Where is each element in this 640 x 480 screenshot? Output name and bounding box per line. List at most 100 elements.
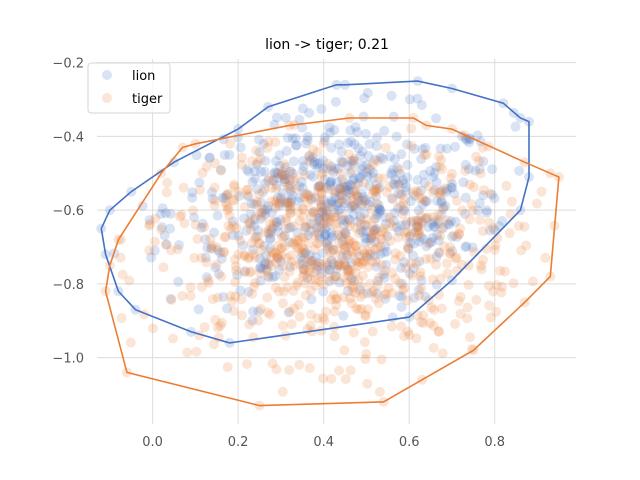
point-lion — [279, 230, 290, 241]
point-tiger — [303, 238, 314, 249]
point-lion — [339, 215, 350, 226]
point-tiger — [236, 159, 247, 170]
point-tiger — [285, 166, 296, 177]
point-tiger — [286, 250, 297, 261]
point-tiger — [230, 276, 241, 287]
point-tiger — [276, 169, 287, 180]
point-tiger — [395, 251, 406, 262]
point-lion — [327, 197, 338, 208]
point-tiger — [436, 303, 447, 314]
point-tiger — [245, 224, 256, 235]
point-tiger — [259, 183, 270, 194]
point-tiger — [298, 269, 309, 280]
point-lion — [429, 185, 440, 196]
point-tiger — [293, 234, 304, 245]
point-lion — [446, 178, 457, 189]
point-lion — [263, 200, 274, 211]
point-tiger — [390, 248, 401, 259]
point-tiger — [228, 220, 239, 231]
point-tiger — [299, 170, 310, 181]
point-lion — [442, 218, 453, 229]
point-lion — [297, 166, 308, 177]
point-lion — [429, 216, 440, 227]
point-lion — [413, 284, 424, 295]
point-lion — [260, 257, 271, 268]
point-lion — [165, 293, 176, 304]
point-tiger — [206, 243, 217, 254]
point-tiger — [370, 293, 381, 304]
point-lion — [263, 175, 274, 186]
point-lion — [304, 151, 315, 162]
point-tiger — [239, 201, 250, 212]
point-lion — [405, 196, 416, 207]
point-lion — [248, 244, 259, 255]
point-tiger — [228, 179, 239, 190]
point-tiger — [441, 258, 452, 269]
point-tiger — [298, 212, 309, 223]
point-lion — [355, 164, 366, 175]
point-lion — [269, 168, 280, 179]
point-lion — [404, 231, 415, 242]
point-lion — [472, 205, 483, 216]
point-tiger — [411, 215, 422, 226]
point-lion — [338, 181, 349, 192]
point-lion — [227, 230, 238, 241]
point-tiger — [387, 288, 398, 299]
point-lion — [280, 169, 291, 180]
point-tiger — [345, 275, 356, 286]
point-lion — [444, 219, 455, 230]
point-tiger — [203, 277, 214, 288]
point-tiger — [329, 274, 340, 285]
point-lion — [428, 221, 439, 232]
point-tiger — [293, 299, 304, 310]
point-lion — [375, 205, 386, 216]
legend-label-lion: lion — [132, 69, 155, 84]
point-tiger — [324, 211, 335, 222]
point-tiger — [218, 247, 229, 258]
point-lion — [144, 215, 155, 226]
point-lion — [386, 193, 397, 204]
point-lion — [436, 197, 447, 208]
point-tiger — [428, 342, 439, 353]
point-lion — [487, 164, 498, 175]
point-lion — [287, 190, 298, 201]
point-tiger — [413, 220, 424, 231]
point-lion — [268, 175, 279, 186]
point-tiger — [280, 174, 291, 185]
point-lion — [274, 264, 285, 275]
point-lion — [474, 198, 485, 209]
point-tiger — [314, 214, 325, 225]
point-lion — [325, 177, 336, 188]
point-lion — [314, 157, 325, 168]
point-tiger — [247, 156, 258, 167]
point-tiger — [366, 230, 377, 241]
point-tiger — [307, 219, 318, 230]
point-tiger — [366, 287, 377, 298]
point-tiger — [347, 286, 358, 297]
point-lion — [212, 245, 223, 256]
point-tiger — [329, 188, 340, 199]
point-tiger — [242, 359, 253, 370]
point-lion — [487, 189, 498, 200]
point-tiger — [353, 275, 364, 286]
point-tiger — [367, 221, 378, 232]
point-tiger — [251, 196, 262, 207]
point-lion — [326, 176, 337, 187]
point-lion — [347, 158, 358, 169]
point-lion — [204, 153, 215, 164]
point-tiger — [465, 332, 476, 343]
point-lion — [447, 246, 458, 257]
point-lion — [467, 242, 478, 253]
point-lion — [324, 264, 335, 275]
point-tiger — [255, 207, 266, 218]
point-lion — [355, 150, 366, 161]
point-tiger — [299, 188, 310, 199]
point-tiger — [289, 239, 300, 250]
point-lion — [254, 147, 265, 158]
point-lion — [271, 180, 282, 191]
point-tiger — [368, 158, 379, 169]
point-lion — [460, 192, 471, 203]
point-lion — [416, 232, 427, 243]
point-lion — [360, 195, 371, 206]
point-lion — [433, 247, 444, 258]
